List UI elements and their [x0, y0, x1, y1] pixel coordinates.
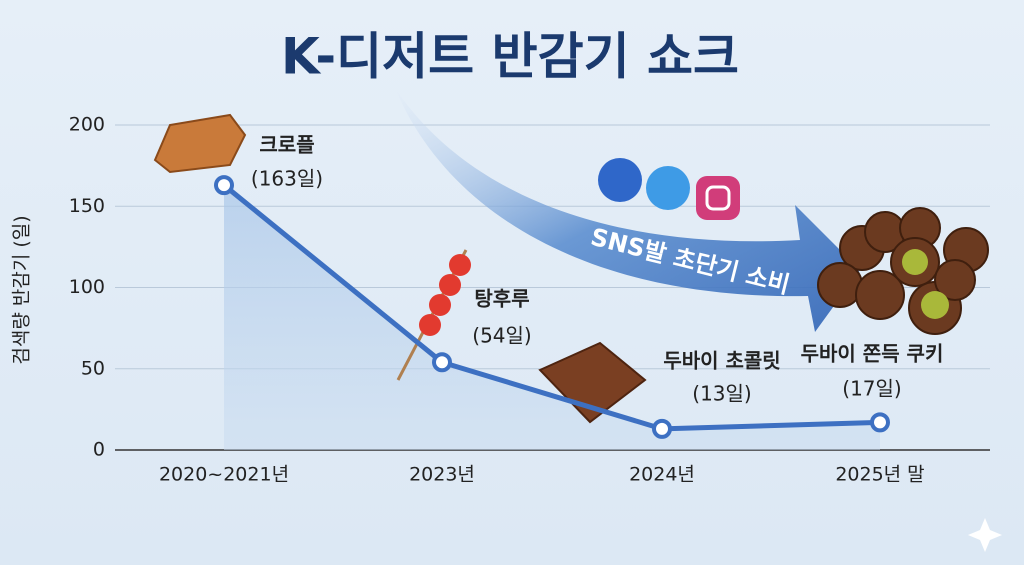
instagram-icon [696, 176, 740, 220]
value-label: (17일) [842, 377, 901, 401]
croffle-icon [153, 113, 247, 174]
plot-area: 0 50 100 150 200 [69, 114, 990, 461]
y-tick-label: 150 [69, 195, 105, 217]
y-tick-label: 50 [81, 357, 105, 379]
chart-title: K-디저트 반감기 쇼크 [281, 28, 739, 86]
point-label: 두바이 쫀득 쿠키 [801, 342, 944, 366]
point [870, 412, 890, 433]
cookie-icon [817, 207, 989, 335]
x-tick-label: 2020~2021년 [159, 464, 289, 486]
point [432, 352, 452, 373]
point [652, 418, 672, 439]
point-label: 탕후루 [474, 287, 529, 311]
trend-arrow [395, 88, 860, 332]
x-tick-label: 2023년 [409, 464, 475, 486]
value-label: (54일) [472, 324, 531, 348]
y-tick-label: 200 [69, 114, 105, 136]
instagram-glyph [705, 185, 731, 211]
facebook-icon [598, 158, 642, 202]
value-label: (163일) [251, 167, 323, 191]
x-tick-label: 2024년 [629, 464, 695, 486]
tanghulu-icon [396, 249, 471, 381]
value-label: (13일) [692, 382, 751, 406]
twitter-icon [646, 166, 690, 210]
x-tick-label: 2025년 말 [835, 464, 924, 486]
line [222, 183, 881, 432]
y-tick-label: 100 [69, 276, 105, 298]
point-label: 크로플 [259, 133, 314, 157]
chocolate-icon [538, 341, 647, 424]
y-axis-label: 검색량 반감기 (일) [11, 215, 33, 364]
point-label: 두바이 초콜릿 [663, 349, 780, 373]
point [214, 175, 234, 196]
area [224, 185, 880, 450]
y-tick-label: 0 [93, 439, 105, 461]
sparkle-icon [968, 518, 1002, 552]
